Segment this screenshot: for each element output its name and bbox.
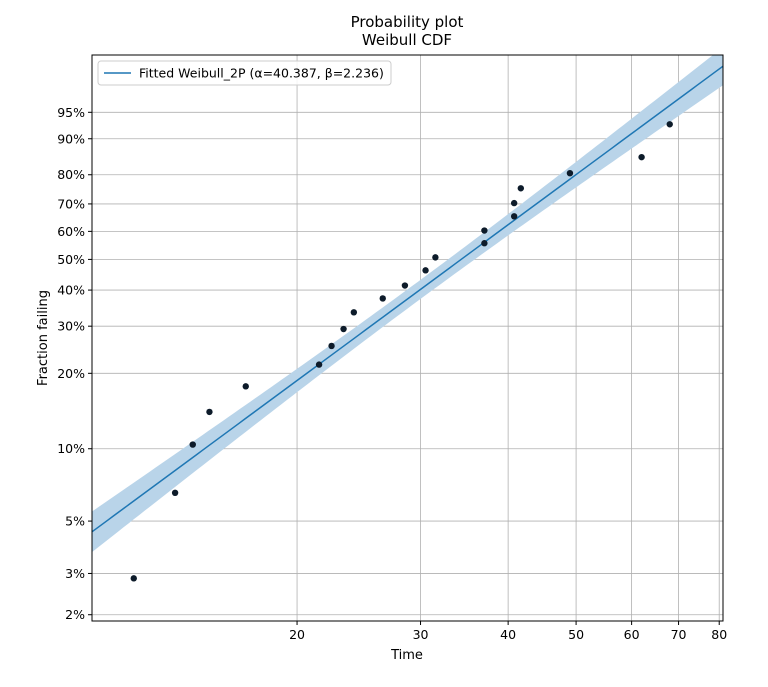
data-point <box>379 295 386 302</box>
legend-label: Fitted Weibull_2P (α=40.387, β=2.236) <box>139 66 384 81</box>
x-tick-label: 20 <box>289 627 305 642</box>
plot-frame <box>91 54 724 622</box>
data-point <box>510 213 518 220</box>
data-point <box>130 575 137 582</box>
chart-title: Probability plot <box>351 13 464 31</box>
fit-line <box>92 65 723 533</box>
chart-subtitle: Weibull CDF <box>362 31 452 49</box>
data-points <box>130 121 673 582</box>
legend-box <box>97 60 392 86</box>
data-point <box>666 121 673 128</box>
y-axis-ticks: 2% 3% 5% 10% 20% 30% 40% 50% 60% 70% 80% 90% 95% <box>57 105 92 622</box>
y-tick-label: 5% <box>65 514 85 529</box>
fit-line-group <box>92 65 723 533</box>
data-point <box>432 254 439 261</box>
y-tick-label: 60% <box>57 224 85 239</box>
legend: Fitted Weibull_2P (α=40.387, β=2.236) <box>97 60 392 86</box>
y-tick-label: 80% <box>57 167 85 182</box>
data-point <box>481 240 488 247</box>
data-point <box>422 267 429 274</box>
y-tick-label: 20% <box>57 366 85 381</box>
x-tick-label: 40 <box>500 627 516 642</box>
y-tick-label: 2% <box>65 607 85 622</box>
x-axis-label: Time <box>390 648 423 663</box>
y-tick-label: 10% <box>57 441 85 456</box>
x-axis-ticks: 20 30 40 50 60 70 80 <box>289 621 727 642</box>
data-point <box>328 342 335 350</box>
data-point <box>481 227 488 234</box>
data-point <box>171 489 179 497</box>
confidence-band-group <box>92 55 723 553</box>
x-tick-label: 80 <box>711 627 727 642</box>
data-point <box>566 169 574 177</box>
y-tick-label: 50% <box>57 252 85 267</box>
x-tick-label: 50 <box>568 627 584 642</box>
y-axis-label: Fraction failing <box>36 290 51 386</box>
y-tick-label: 3% <box>65 566 85 581</box>
y-tick-label: 95% <box>57 105 85 120</box>
data-point <box>510 199 518 207</box>
data-point <box>517 185 525 192</box>
data-point <box>638 153 645 161</box>
y-tick-label: 90% <box>57 131 85 146</box>
x-tick-label: 30 <box>413 627 429 642</box>
y-tick-label: 70% <box>57 196 85 211</box>
y-tick-label: 40% <box>57 283 85 298</box>
data-point <box>206 408 213 416</box>
data-point <box>315 361 323 368</box>
data-point <box>340 325 347 333</box>
data-point <box>401 282 409 289</box>
x-tick-label: 70 <box>671 627 687 642</box>
data-point <box>242 383 249 390</box>
y-tick-label: 30% <box>57 319 85 334</box>
confidence-band <box>92 55 723 553</box>
data-point <box>189 441 196 448</box>
x-tick-label: 60 <box>624 627 640 642</box>
data-point <box>350 309 358 316</box>
